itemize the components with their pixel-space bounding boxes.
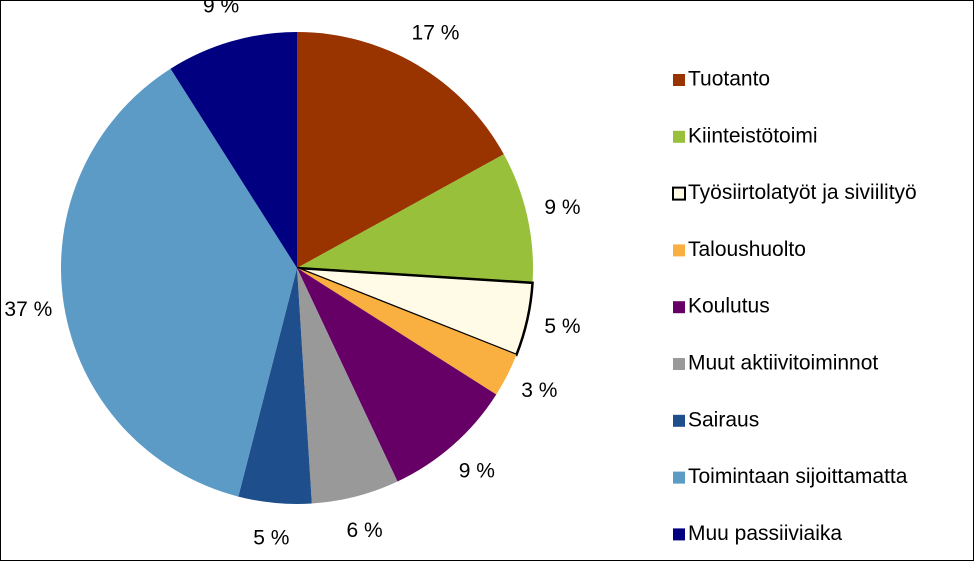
legend-label: Kiinteistötoimi xyxy=(688,124,818,147)
data-label: 37 % xyxy=(4,298,52,321)
data-label: 3 % xyxy=(521,379,557,402)
legend-swatch xyxy=(673,74,685,86)
legend-swatch xyxy=(673,358,685,370)
legend-label: Työsiirtolatyöt ja siviilityö xyxy=(688,181,917,204)
legend-swatch xyxy=(673,471,685,484)
legend-label: Taloushuolto xyxy=(688,238,806,261)
legend-swatch xyxy=(673,130,685,143)
data-label: 9 % xyxy=(459,460,495,483)
pie-slice xyxy=(297,268,398,504)
legend-label: Toimintaan sijoittamatta xyxy=(688,465,908,488)
pie-slice xyxy=(297,32,504,268)
legend-swatch xyxy=(673,414,685,427)
legend-swatch xyxy=(672,186,686,201)
data-label: 5 % xyxy=(253,526,289,549)
legend-label: Muu passiiviaika xyxy=(688,522,842,545)
legend-label: Sairaus xyxy=(688,408,759,431)
pie-slice xyxy=(297,268,497,482)
legend-label: Tuotanto xyxy=(688,68,770,91)
legend-label: Muut aktiivitoiminnot xyxy=(688,352,878,375)
pie-slice xyxy=(238,268,312,504)
data-label: 9 % xyxy=(203,0,239,17)
legend-swatch xyxy=(673,301,685,314)
data-label: 17 % xyxy=(412,21,460,44)
data-label: 9 % xyxy=(544,196,580,219)
legend-swatch xyxy=(673,244,685,257)
pie-slice xyxy=(60,68,297,497)
data-label: 6 % xyxy=(347,519,383,542)
data-label: 5 % xyxy=(544,315,580,338)
pie-slice xyxy=(297,154,533,283)
pie-slice xyxy=(297,268,517,395)
legend-label: Koulutus xyxy=(688,295,770,318)
pie-slice xyxy=(170,31,297,268)
legend-swatch xyxy=(673,528,685,541)
pie-slice xyxy=(296,266,534,357)
